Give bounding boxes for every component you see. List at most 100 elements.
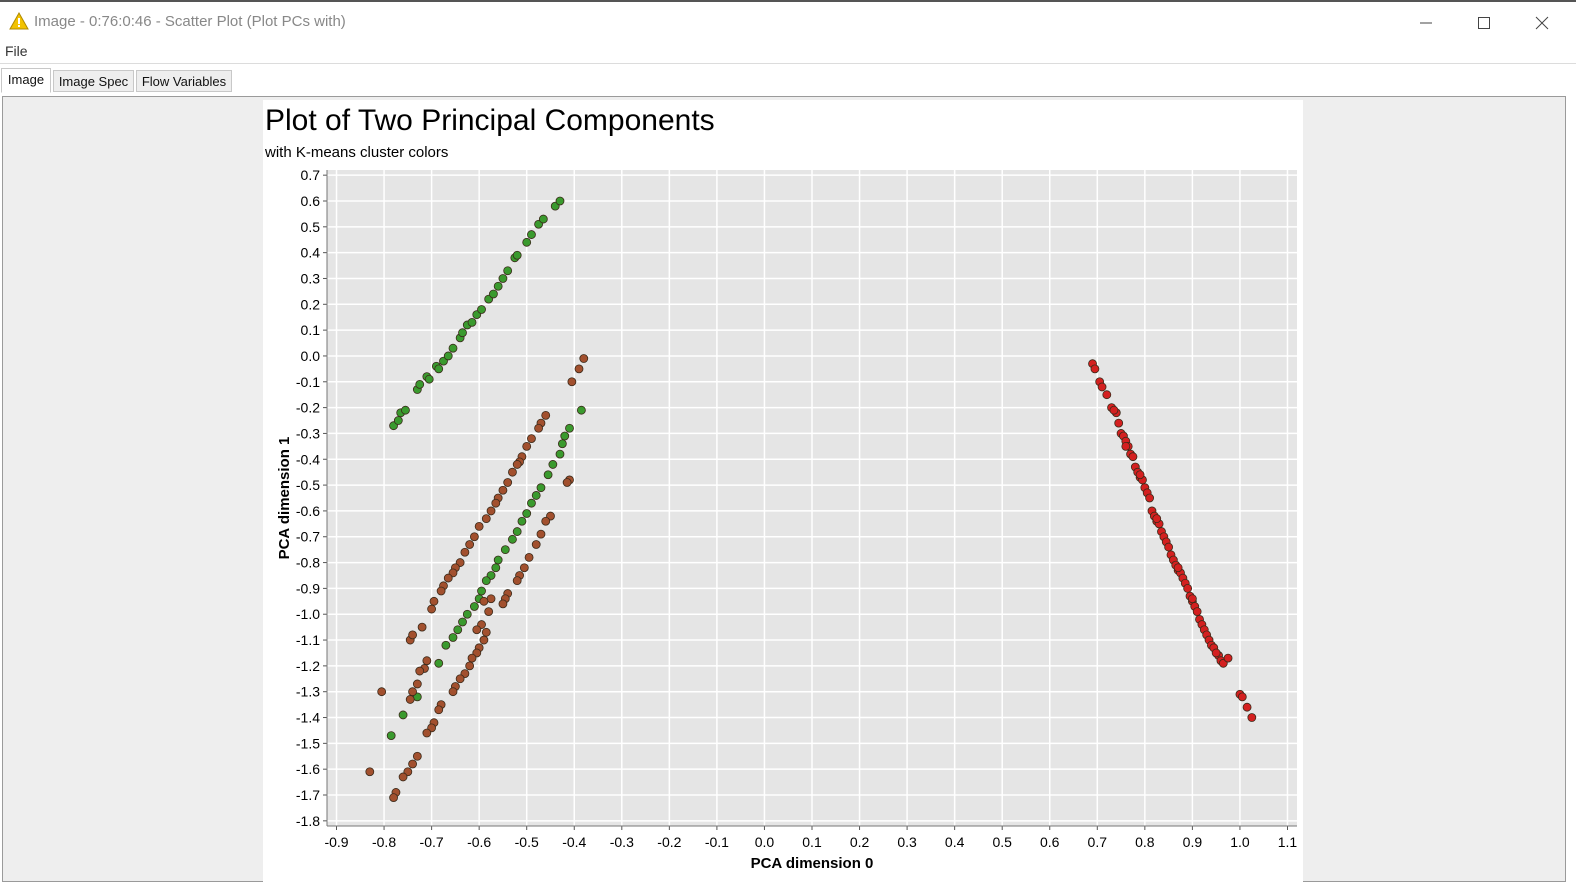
- scatter-point-green: [538, 214, 548, 224]
- scatter-point-brown: [365, 767, 375, 777]
- scatter-point-brown: [519, 563, 529, 573]
- scatter-point-red: [1109, 405, 1119, 415]
- scatter-point-brown: [486, 506, 496, 516]
- scatter-point-brown: [484, 607, 494, 617]
- maximize-button[interactable]: [1455, 4, 1513, 40]
- tab-image[interactable]: Image: [1, 68, 51, 93]
- scatter-point-brown: [377, 687, 387, 697]
- y-tick-label: -0.9: [296, 580, 320, 596]
- scatter-point-brown: [429, 596, 439, 606]
- scatter-point-brown: [467, 653, 477, 663]
- scatter-point-green: [386, 731, 396, 741]
- chart-subtitle: with K-means cluster colors: [264, 144, 448, 161]
- menu-file[interactable]: File: [5, 43, 28, 59]
- y-tick-label: -0.1: [296, 374, 320, 390]
- scatter-point-green: [467, 317, 477, 327]
- tab-image-spec[interactable]: Image Spec: [53, 70, 134, 92]
- scatter-point-green: [491, 563, 501, 573]
- scatter-point-green: [415, 379, 425, 389]
- scatter-point-green: [441, 640, 451, 650]
- scatter-point-red: [1187, 594, 1197, 604]
- tab-flow-variables[interactable]: Flow Variables: [136, 70, 232, 92]
- maximize-icon: [1478, 17, 1490, 29]
- scatter-point-green: [512, 527, 522, 536]
- scatter-point-brown: [422, 656, 432, 666]
- scatter-point-green: [555, 449, 565, 459]
- x-tick-label: 0.9: [1183, 834, 1203, 850]
- scatter-point-green: [543, 470, 553, 480]
- scatter-point-green: [424, 374, 434, 384]
- window-titlebar: Image - 0:76:0:46 - Scatter Plot (Plot P…: [0, 2, 1576, 40]
- scatter-point-red: [1114, 418, 1124, 428]
- scatter-point-brown: [474, 522, 484, 531]
- scatter-point-red: [1173, 563, 1183, 573]
- scatter-point-green: [489, 289, 498, 299]
- y-tick-label: -1.7: [296, 787, 320, 803]
- scatter-point-green: [522, 237, 532, 247]
- scatter-point-green: [536, 483, 546, 493]
- scatter-point-red: [1192, 607, 1202, 617]
- scatter-point-green: [448, 343, 458, 353]
- scatter-point-red: [1090, 364, 1100, 374]
- scatter-point-green: [517, 516, 527, 526]
- x-tick-label: 0.6: [1040, 834, 1060, 850]
- scatter-point-green: [512, 250, 522, 260]
- scatter-point-green: [527, 230, 536, 239]
- scatter-point-brown: [417, 622, 427, 632]
- scatter-point-brown: [512, 460, 522, 469]
- scatter-point-green: [498, 274, 508, 283]
- window-bottom: [0, 882, 1576, 888]
- y-tick-label: -0.3: [296, 425, 320, 441]
- y-tick-label: 0.7: [301, 167, 321, 183]
- scatter-point-brown: [536, 529, 546, 539]
- scatter-point-green: [393, 416, 403, 425]
- scatter-point-green: [458, 328, 467, 338]
- scatter-point-brown: [481, 514, 491, 524]
- window-title: Image - 0:76:0:46 - Scatter Plot (Plot P…: [34, 13, 346, 30]
- scatter-point-green: [470, 602, 479, 611]
- scatter-point-green: [557, 439, 567, 449]
- scatter-point-brown: [408, 687, 417, 697]
- scatter-point-green: [477, 586, 486, 596]
- scatter-point-brown: [448, 687, 458, 697]
- x-tick-label: 0.7: [1088, 834, 1108, 850]
- scatter-point-green: [401, 405, 410, 415]
- scatter-point-red: [1242, 702, 1252, 712]
- y-tick-label: -1.4: [296, 710, 320, 726]
- y-tick-label: -0.4: [296, 451, 320, 467]
- scatter-point-brown: [524, 553, 534, 562]
- screen-top-strip: [0, 0, 1576, 2]
- scatter-point-brown: [481, 627, 491, 637]
- scatter-point-brown: [434, 705, 444, 715]
- scatter-point-brown: [470, 532, 479, 542]
- x-tick-label: -0.2: [657, 834, 681, 850]
- close-button[interactable]: [1513, 4, 1571, 40]
- y-tick-label: -0.5: [296, 477, 320, 493]
- axes: [323, 170, 1297, 830]
- scatter-point-green: [527, 498, 536, 508]
- scatter-point-brown: [389, 793, 398, 802]
- y-tick-labels: 0.7 0.6 0.5 0.4 0.3 0.2 0.1 0.0 -0.1 -0.2 -0.3 -0.4…: [296, 167, 320, 829]
- scatter-point-brown: [574, 364, 584, 374]
- close-icon: [1535, 16, 1549, 30]
- x-tick-label: -0.3: [610, 834, 634, 850]
- scatter-point-green: [548, 460, 558, 469]
- scatter-point-red: [1211, 648, 1221, 658]
- x-tick-label: 0.1: [802, 834, 822, 850]
- scatter-point-brown: [405, 695, 415, 704]
- y-tick-label: -1.8: [296, 813, 320, 829]
- scatter-point-brown: [562, 478, 572, 487]
- scatter-point-green: [500, 545, 510, 555]
- minimize-button[interactable]: [1397, 4, 1455, 40]
- scatter-point-red: [1223, 653, 1233, 663]
- scatter-point-brown: [455, 674, 465, 684]
- y-tick-label: -0.7: [296, 529, 320, 545]
- x-axis-label: PCA dimension 0: [751, 855, 874, 872]
- scatter-point-red: [1237, 692, 1247, 702]
- y-tick-label: 0.6: [301, 193, 321, 209]
- scatter-point-green: [522, 509, 532, 518]
- tab-bar: Image Image Spec Flow Variables: [0, 64, 1576, 94]
- y-tick-label: 0.1: [301, 322, 321, 338]
- scatter-point-red: [1097, 382, 1107, 392]
- y-tick-label: -1.2: [296, 658, 320, 674]
